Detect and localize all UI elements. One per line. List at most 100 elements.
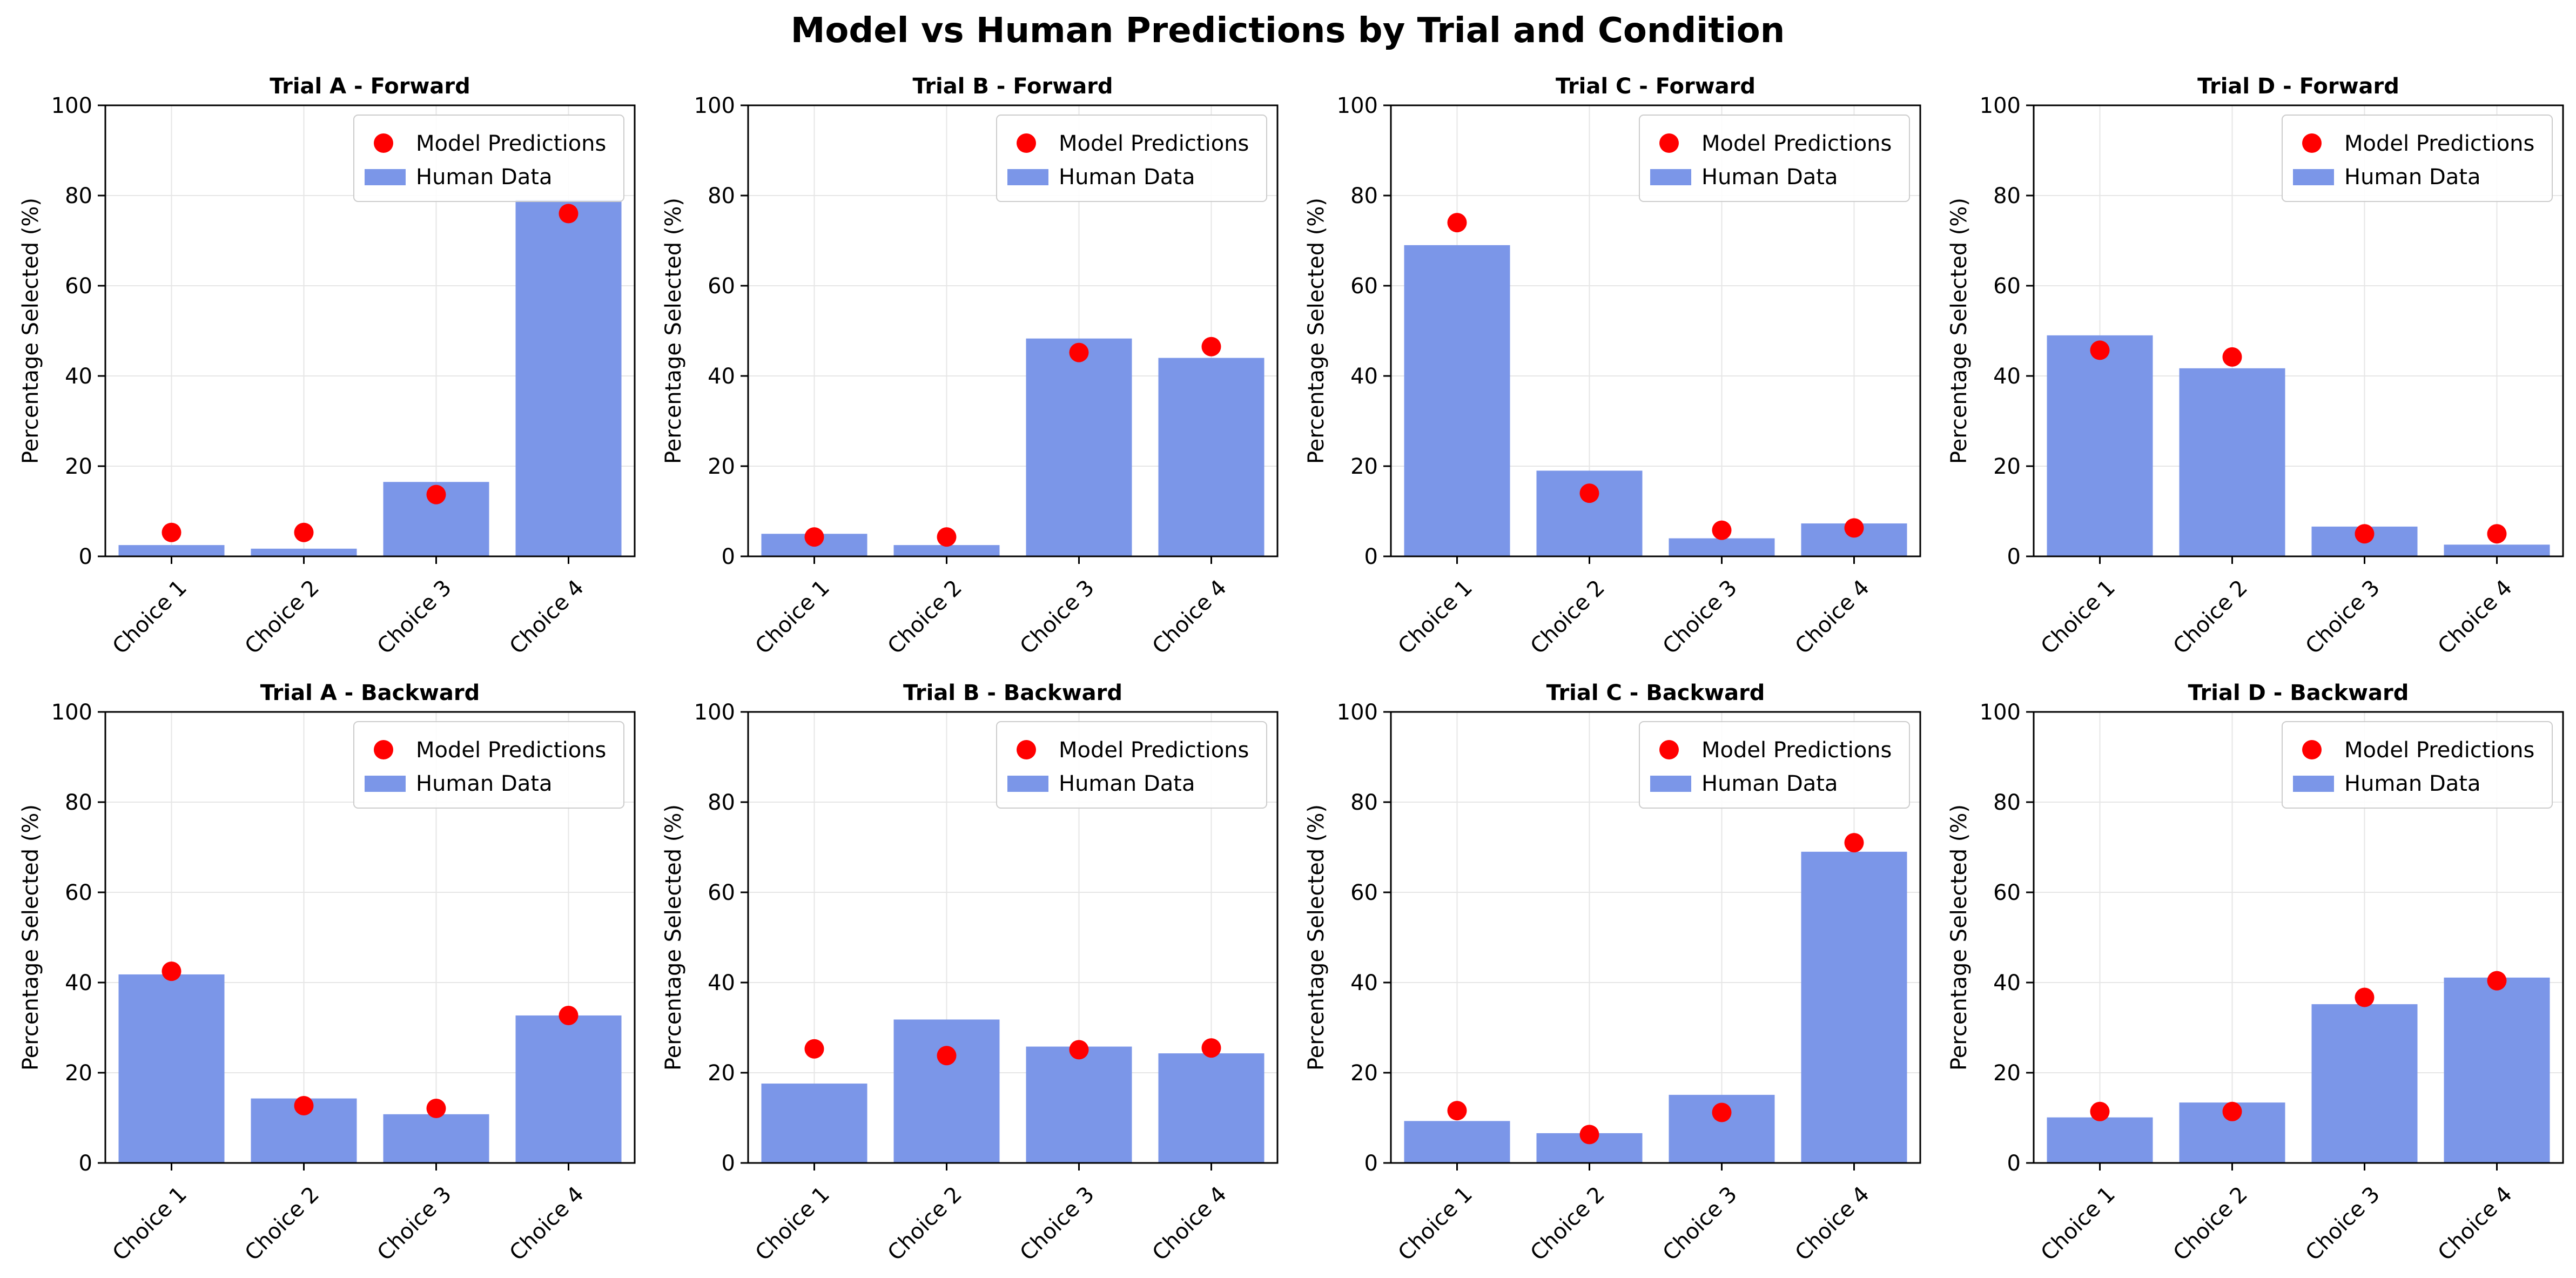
y-tick-label: 40: [65, 364, 92, 389]
y-tick-label: 80: [1350, 790, 1378, 815]
marker-model-prediction: [2355, 524, 2375, 544]
legend-marker-model-icon: [1017, 133, 1036, 153]
legend: Model Predictions Human Data: [353, 115, 624, 202]
legend-label-model: Model Predictions: [416, 738, 606, 763]
legend-label-model: Model Predictions: [1701, 738, 1892, 763]
y-tick-label: 40: [1993, 364, 2021, 389]
legend-marker-model-icon: [374, 740, 393, 759]
marker-model-prediction: [1447, 1101, 1467, 1121]
legend-swatch-human-icon: [2293, 776, 2334, 792]
y-tick-label: 80: [1350, 184, 1378, 208]
marker-model-prediction: [426, 485, 446, 505]
legend-swatch-human-icon: [1650, 169, 1691, 185]
y-tick-label: 40: [1993, 971, 2021, 996]
panel-title: Trial B - Backward: [903, 681, 1122, 705]
bar-human-data: [515, 1015, 622, 1163]
bar-human-data: [118, 974, 225, 1163]
bar-human-data: [2047, 1117, 2153, 1163]
y-tick-label: 60: [65, 880, 92, 905]
y-tick-label: 60: [65, 274, 92, 299]
y-tick-label: 100: [1980, 93, 2021, 118]
legend: Model Predictions Human Data: [1639, 721, 1910, 809]
marker-model-prediction: [2222, 1101, 2242, 1121]
panel-title: Trial A - Forward: [270, 74, 470, 99]
marker-model-prediction: [1201, 1038, 1221, 1058]
y-tick-label: 40: [65, 971, 92, 996]
legend-label-human: Human Data: [1059, 771, 1195, 796]
bar-human-data: [2444, 977, 2550, 1163]
y-axis-label: Percentage Selected (%): [1304, 198, 1329, 464]
y-tick-label: 60: [1993, 880, 2021, 905]
y-tick-label: 80: [65, 790, 92, 815]
marker-model-prediction: [2222, 347, 2242, 367]
axes-frame: [2033, 104, 2564, 557]
y-tick-label: 0: [2007, 544, 2021, 569]
legend-swatch-human-icon: [1007, 169, 1048, 185]
legend-box: [996, 721, 1267, 809]
panel-title: Trial D - Backward: [2188, 681, 2409, 705]
axes-frame: [104, 104, 636, 557]
legend-box: [1639, 115, 1910, 202]
bar-human-data: [893, 545, 1000, 556]
marker-model-prediction: [1579, 1125, 1599, 1145]
legend-box: [2282, 721, 2553, 809]
bar-human-data: [1404, 245, 1510, 557]
bar-human-data: [1669, 538, 1775, 556]
marker-model-prediction: [162, 522, 181, 542]
y-axis-label: Percentage Selected (%): [661, 804, 686, 1071]
legend-marker-model-icon: [2302, 740, 2322, 759]
axes-frame: [104, 711, 636, 1164]
marker-model-prediction: [804, 1039, 824, 1059]
axes-frame: [2033, 711, 2564, 1164]
bar-human-data: [1404, 1121, 1510, 1163]
legend-swatch-human-icon: [1650, 776, 1691, 792]
marker-model-prediction: [2487, 971, 2507, 991]
y-tick-label: 0: [722, 544, 735, 569]
marker-model-prediction: [162, 961, 181, 981]
legend-label-human: Human Data: [416, 771, 552, 796]
bar-human-data: [515, 200, 622, 557]
y-tick-label: 80: [708, 184, 735, 208]
marker-model-prediction: [1069, 1040, 1089, 1060]
bar-human-data: [2444, 544, 2550, 556]
axes-frame: [747, 104, 1279, 557]
bar-human-data: [383, 1114, 489, 1163]
y-tick-label: 80: [1993, 790, 2021, 815]
y-axis-label: Percentage Selected (%): [1304, 804, 1329, 1071]
y-tick-label: 100: [51, 700, 92, 725]
y-tick-label: 100: [694, 700, 735, 725]
legend-swatch-human-icon: [2293, 169, 2334, 185]
bar-human-data: [2047, 335, 2153, 556]
axes-frame: [1390, 711, 1921, 1164]
marker-model-prediction: [426, 1098, 446, 1118]
marker-model-prediction: [1447, 213, 1467, 233]
y-tick-label: 60: [708, 880, 735, 905]
y-tick-label: 40: [1350, 971, 1378, 996]
legend-label-model: Model Predictions: [416, 131, 606, 156]
legend-label-model: Model Predictions: [2344, 738, 2534, 763]
y-axis-label: Percentage Selected (%): [18, 804, 43, 1071]
y-tick-label: 100: [1337, 700, 1378, 725]
legend-label-model: Model Predictions: [1059, 131, 1249, 156]
legend-marker-model-icon: [1659, 133, 1679, 153]
marker-model-prediction: [2090, 340, 2110, 360]
legend-label-model: Model Predictions: [2344, 131, 2534, 156]
legend-label-human: Human Data: [2344, 165, 2480, 190]
marker-model-prediction: [2487, 524, 2507, 544]
legend-swatch-human-icon: [1007, 776, 1048, 792]
y-tick-label: 40: [1350, 364, 1378, 389]
y-tick-label: 20: [65, 1061, 92, 1086]
marker-model-prediction: [1712, 520, 1732, 540]
y-tick-label: 20: [1350, 454, 1378, 479]
legend-marker-model-icon: [1659, 740, 1679, 759]
panel-title: Trial A - Backward: [260, 681, 480, 705]
y-axis-label: Percentage Selected (%): [1947, 804, 1972, 1071]
y-tick-label: 20: [708, 454, 735, 479]
y-axis-label: Percentage Selected (%): [661, 198, 686, 464]
bar-human-data: [1801, 851, 1907, 1163]
marker-model-prediction: [559, 204, 579, 224]
y-tick-label: 0: [2007, 1151, 2021, 1176]
legend-box: [996, 115, 1267, 202]
marker-model-prediction: [1844, 518, 1864, 538]
y-tick-label: 100: [1337, 93, 1378, 118]
